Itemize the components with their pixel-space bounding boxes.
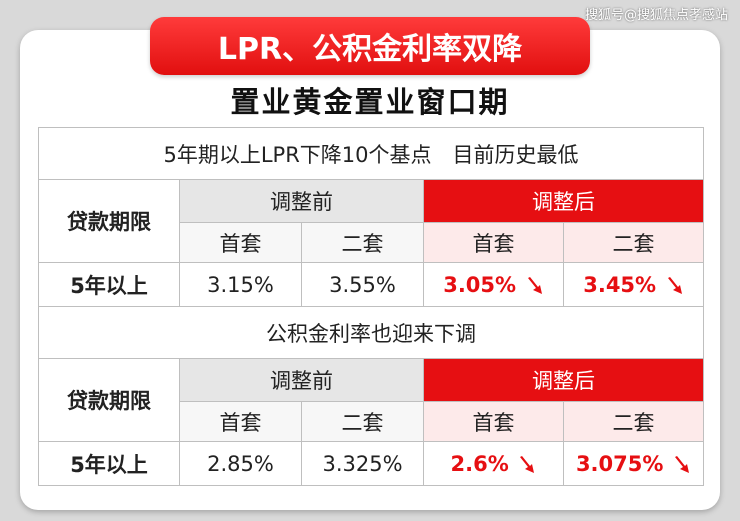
down-arrow-icon <box>675 455 690 473</box>
section2-after-first-value: 2.6% <box>450 451 509 476</box>
section2-row-label: 5年以上 <box>38 441 180 486</box>
section1-after-first-value: 3.05% <box>443 272 517 297</box>
section2-before-second: 二套 <box>301 401 424 442</box>
down-arrow-icon <box>520 455 535 473</box>
section2-after-first: 首套 <box>423 401 564 442</box>
section2-after-second: 二套 <box>562 401 705 442</box>
subtitle: 置业黄金置业窗口期 <box>230 85 510 119</box>
section1-before-second: 二套 <box>301 222 424 263</box>
section2-before-second-value: 3.325% <box>301 441 424 486</box>
section1-after-second: 二套 <box>562 222 705 263</box>
section1-before-first: 首套 <box>179 222 302 263</box>
down-arrow-icon <box>667 276 682 294</box>
section1-after-first-cell: 3.05% <box>423 262 564 307</box>
section2-after-second-value: 3.075% <box>575 451 664 476</box>
section2-term-label: 贷款期限 <box>38 358 180 442</box>
section1-before-header: 调整前 <box>179 179 424 223</box>
section1-term-label: 贷款期限 <box>38 179 180 263</box>
section2-before-first-value: 2.85% <box>179 441 302 486</box>
section1-before-first-value: 3.15% <box>179 262 302 307</box>
section2-before-first: 首套 <box>179 401 302 442</box>
section2-after-header: 调整后 <box>422 358 705 402</box>
section1-after-second-cell: 3.45% <box>562 262 705 307</box>
section1-after-first: 首套 <box>423 222 564 263</box>
watermark: 搜狐号@搜狐焦点孝感站 <box>584 8 728 23</box>
section2-heading: 公积金利率也迎来下调 <box>37 306 705 359</box>
section1-after-second-value: 3.45% <box>583 272 657 297</box>
section1-before-second-value: 3.55% <box>301 262 424 307</box>
section2-after-first-cell: 2.6% <box>423 441 564 486</box>
section2-before-header: 调整前 <box>179 358 424 402</box>
banner-title: LPR、公积金利率双降 <box>150 17 590 75</box>
section1-after-header: 调整后 <box>422 179 705 223</box>
section1-heading: 5年期以上LPR下降10个基点 目前历史最低 <box>37 127 705 180</box>
section2-after-second-cell: 3.075% <box>562 441 705 486</box>
down-arrow-icon <box>527 276 542 294</box>
rate-table: 5年期以上LPR下降10个基点 目前历史最低 贷款期限 调整前 调整后 首套 二… <box>37 127 705 486</box>
section1-row-label: 5年以上 <box>38 262 180 307</box>
